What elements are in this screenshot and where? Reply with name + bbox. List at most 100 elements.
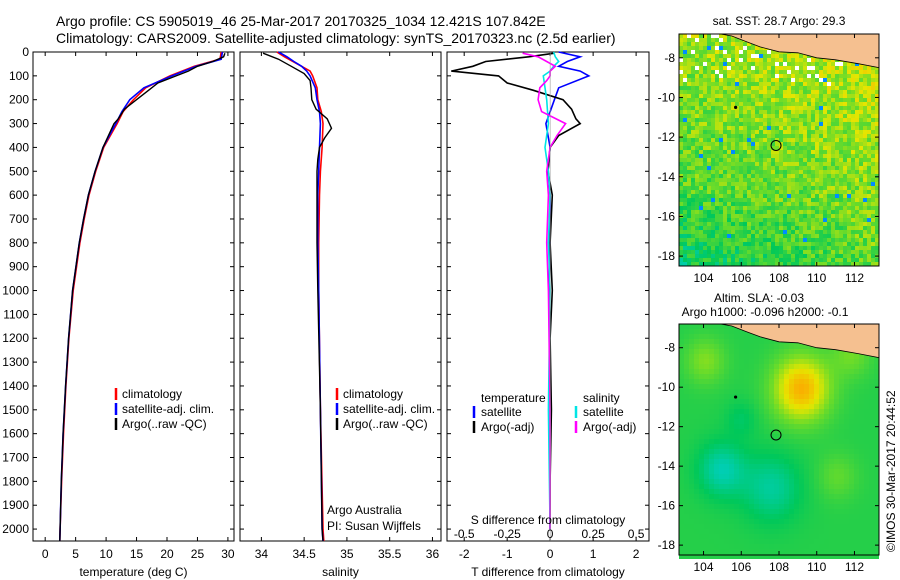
sst-cell	[783, 98, 787, 102]
sst-cell	[795, 70, 799, 74]
sla-cell	[714, 449, 719, 454]
sla-cell	[864, 459, 869, 464]
sla-cell	[744, 369, 749, 374]
sla-cell	[689, 449, 694, 454]
sst-cell	[739, 210, 743, 214]
sst-cell	[735, 90, 739, 94]
sla-cell	[819, 374, 824, 379]
sst-cell	[727, 186, 731, 190]
sst-cell	[723, 186, 727, 190]
sla-cell	[839, 509, 844, 514]
sst-cell	[799, 174, 803, 178]
sla-cell	[784, 374, 789, 379]
sst-cell	[811, 154, 815, 158]
sst-cell	[875, 138, 879, 142]
sla-cell	[779, 489, 784, 494]
sst-cell	[771, 62, 775, 66]
sla-cell	[679, 549, 684, 554]
sla-cell	[819, 349, 824, 354]
sst-cell	[823, 70, 827, 74]
sst-cell	[719, 246, 723, 250]
sst-cell	[731, 130, 735, 134]
sla-cell	[694, 509, 699, 514]
sla-cell	[759, 489, 764, 494]
sst-cell	[755, 182, 759, 186]
sla-cell	[779, 544, 784, 549]
sla-cell	[759, 394, 764, 399]
sla-cell	[779, 519, 784, 524]
sst-cell	[755, 110, 759, 114]
sst-cell	[735, 202, 739, 206]
sst-cell	[815, 234, 819, 238]
sst-cell	[699, 114, 703, 118]
sla-cell	[679, 329, 684, 334]
sla-cell	[814, 469, 819, 474]
sst-cell	[835, 218, 839, 222]
sst-cell	[703, 126, 707, 130]
sst-cell	[755, 166, 759, 170]
sst-cell	[779, 138, 783, 142]
depth-tick-label: 1100	[3, 307, 29, 321]
sst-cell	[743, 86, 747, 90]
sst-cell	[811, 82, 815, 86]
sst-cell	[799, 178, 803, 182]
sst-cell	[743, 190, 747, 194]
sst-cell	[767, 158, 771, 162]
sla-cell	[719, 514, 724, 519]
sla-cell	[864, 354, 869, 359]
sla-cell	[774, 509, 779, 514]
sst-cell	[863, 214, 867, 218]
sla-cell	[779, 509, 784, 514]
sst-cell	[759, 262, 763, 266]
sst-cell	[803, 218, 807, 222]
sst-cell	[871, 254, 875, 258]
sst-cell	[699, 234, 703, 238]
sla-cell	[774, 419, 779, 424]
sst-cell	[691, 130, 695, 134]
sst-cell	[843, 210, 847, 214]
sla-cell	[839, 539, 844, 544]
sla-cell	[829, 379, 834, 384]
sst-cell	[843, 114, 847, 118]
sst-cell	[839, 250, 843, 254]
sla-cell	[734, 399, 739, 404]
sla-cell	[729, 444, 734, 449]
sst-cell	[823, 258, 827, 262]
sst-cell	[763, 70, 767, 74]
sla-cell	[744, 414, 749, 419]
sst-cell	[691, 94, 695, 98]
sst-cell	[703, 94, 707, 98]
sst-cell	[875, 238, 879, 242]
sst-cell	[799, 214, 803, 218]
sst-cell	[775, 94, 779, 98]
sst-cell	[851, 258, 855, 262]
sla-cell	[759, 379, 764, 384]
sst-cell	[707, 118, 711, 122]
sla-cell	[694, 444, 699, 449]
sla-cell	[739, 499, 744, 504]
sst-cell	[783, 162, 787, 166]
sla-cell	[694, 494, 699, 499]
sst-cell	[691, 186, 695, 190]
sst-cell	[759, 86, 763, 90]
sst-cell	[867, 70, 871, 74]
sla-cell	[714, 549, 719, 554]
sst-cell	[819, 70, 823, 74]
sst-cell	[707, 130, 711, 134]
sst-cell	[739, 50, 743, 54]
sla-cell	[724, 499, 729, 504]
sla-cell	[714, 384, 719, 389]
sla-cell	[809, 379, 814, 384]
sla-cell	[819, 419, 824, 424]
sst-cell	[723, 110, 727, 114]
sst-cell	[707, 34, 711, 38]
sst-cell	[735, 238, 739, 242]
sla-cell	[859, 504, 864, 509]
sla-cell	[729, 359, 734, 364]
sla-cell	[869, 499, 874, 504]
sst-cell	[803, 142, 807, 146]
sst-cell	[691, 114, 695, 118]
sst-cell	[815, 142, 819, 146]
sla-cell	[864, 469, 869, 474]
sst-cell	[787, 98, 791, 102]
